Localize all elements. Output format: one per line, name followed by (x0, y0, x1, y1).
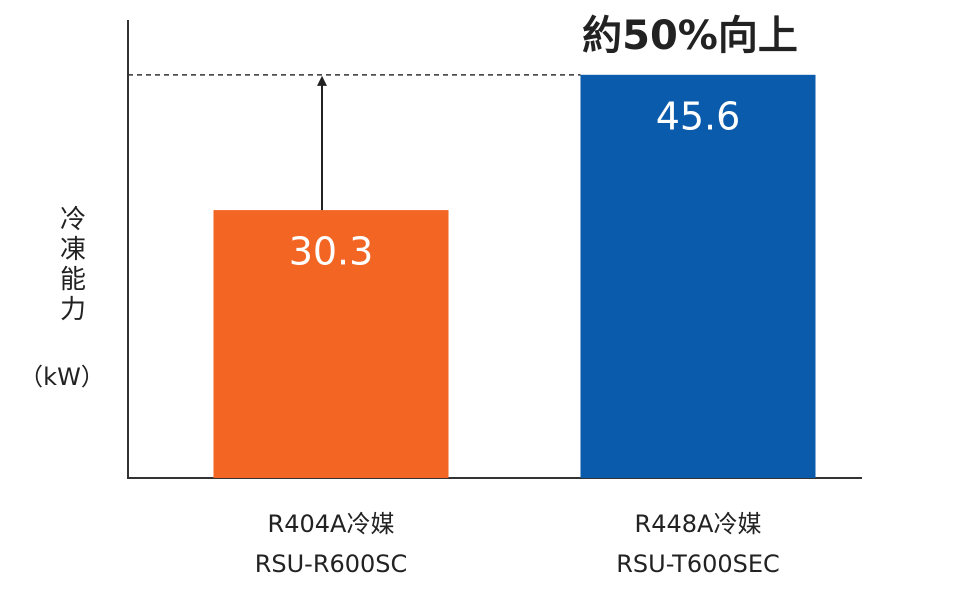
x-tick-label: R448A冷媒 (635, 510, 762, 538)
y-axis-unit: （kW） (19, 363, 105, 391)
x-tick-label: RSU-T600SEC (616, 550, 780, 578)
bar (213, 210, 449, 478)
value-label: 30.3 (289, 230, 374, 274)
annotation: 約50%向上 (582, 13, 798, 59)
value-label: 45.6 (656, 94, 741, 138)
x-tick-label: RSU-R600SC (255, 550, 408, 578)
x-tick-label: R404A冷媒 (268, 510, 395, 538)
bar (580, 74, 816, 478)
y-axis-label: 冷凍能力 (56, 205, 86, 325)
